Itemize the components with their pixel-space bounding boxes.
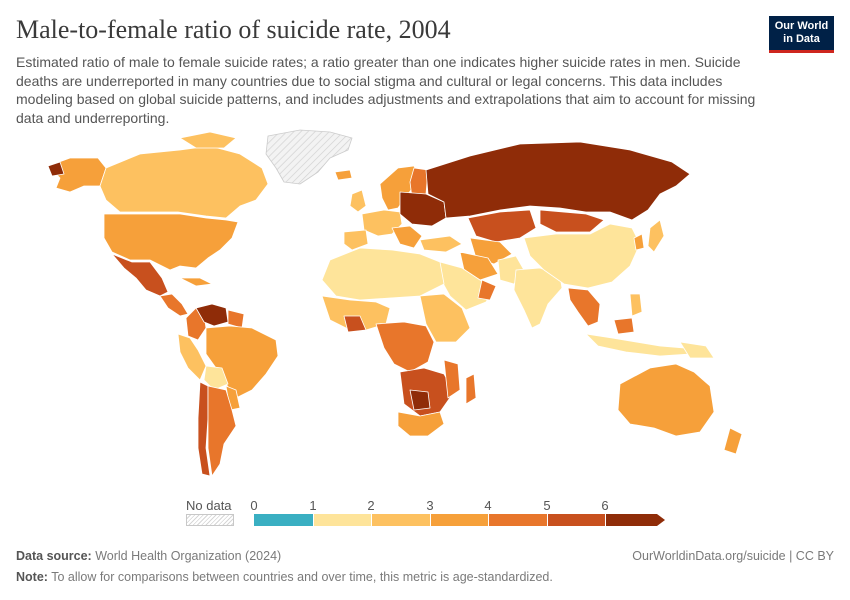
legend-separator (605, 514, 606, 526)
legend-tick-6: 6 (601, 498, 609, 513)
legend-tick-0: 0 (250, 498, 258, 513)
region-ivory-coast[interactable] (343, 315, 367, 333)
chart-title: Male-to-female ratio of suicide rate, 20… (16, 15, 451, 44)
region-usa[interactable] (103, 213, 239, 271)
legend-tick-4: 4 (484, 498, 492, 513)
region-eastern-europe[interactable] (399, 191, 447, 227)
region-central-america[interactable] (159, 293, 189, 317)
legend-separator (313, 514, 314, 526)
legend-separator (430, 514, 431, 526)
region-argentina[interactable] (207, 385, 237, 477)
note-text: To allow for comparisons between countri… (51, 570, 553, 584)
region-russia[interactable] (425, 141, 691, 221)
region-oman[interactable] (477, 279, 497, 301)
region-alaska-west[interactable] (47, 161, 65, 177)
legend-arrow-icon (657, 514, 665, 526)
source-url-link[interactable]: OurWorldinData.org/suicide | CC BY (632, 549, 834, 563)
region-alaska[interactable] (47, 157, 107, 193)
region-east-africa[interactable] (419, 293, 471, 343)
data-source: Data source: World Health Organization (… (16, 549, 281, 563)
region-philippines[interactable] (629, 293, 643, 317)
region-mozambique[interactable] (443, 359, 461, 399)
legend-tick-5: 5 (543, 498, 551, 513)
region-borneo[interactable] (613, 317, 635, 335)
region-china[interactable] (523, 223, 641, 289)
legend: No data 0 1 2 3 4 5 6 (0, 492, 850, 532)
region-botswana[interactable] (409, 389, 431, 411)
legend-no-data-swatch[interactable] (186, 514, 234, 526)
region-north-africa[interactable] (321, 247, 445, 301)
region-indonesia[interactable] (585, 333, 691, 357)
region-peru[interactable] (177, 333, 207, 381)
legend-tick-2: 2 (367, 498, 375, 513)
region-kazakhstan[interactable] (467, 209, 537, 243)
region-madagascar[interactable] (465, 373, 477, 405)
legend-tick-1: 1 (309, 498, 317, 513)
legend-bin-2-3[interactable] (371, 514, 430, 526)
region-korea[interactable] (633, 233, 645, 251)
region-central-africa[interactable] (375, 321, 435, 373)
region-new-zealand[interactable] (723, 427, 743, 455)
legend-bin-6-plus[interactable] (605, 514, 657, 526)
legend-tick-3: 3 (426, 498, 434, 513)
region-australia[interactable] (617, 363, 715, 437)
region-guianas[interactable] (227, 309, 245, 329)
region-caribbean[interactable] (179, 277, 213, 287)
region-canada-arctic[interactable] (179, 131, 237, 149)
chart-note: Note: To allow for comparisons between c… (16, 570, 553, 584)
region-mongolia[interactable] (539, 209, 605, 233)
chart-subtitle: Estimated ratio of male to female suicid… (16, 54, 756, 126)
region-uk[interactable] (349, 189, 367, 213)
region-iceland[interactable] (334, 169, 353, 181)
owid-logo[interactable]: Our World in Data (769, 16, 834, 53)
logo-line-2: in Data (783, 33, 820, 45)
region-balkans[interactable] (391, 225, 423, 249)
legend-separator (488, 514, 489, 526)
region-canada[interactable] (99, 145, 269, 219)
region-se-asia[interactable] (567, 287, 601, 327)
region-bolivia[interactable] (203, 365, 229, 391)
source-link[interactable]: World Health Organization (2024) (95, 549, 282, 563)
region-iberia[interactable] (343, 229, 369, 251)
legend-no-data-label: No data (186, 498, 232, 513)
region-greenland[interactable] (265, 129, 353, 185)
world-map[interactable] (0, 128, 850, 488)
legend-separator (371, 514, 372, 526)
source-label: Data source: (16, 549, 92, 563)
legend-bin-3-4[interactable] (430, 514, 488, 526)
region-turkey[interactable] (419, 235, 463, 253)
region-papua[interactable] (679, 341, 715, 359)
region-mexico[interactable] (111, 253, 169, 297)
logo-line-1: Our World (774, 20, 829, 32)
legend-bin-0-1[interactable] (254, 514, 313, 526)
legend-separator (547, 514, 548, 526)
legend-bin-1-2[interactable] (313, 514, 371, 526)
region-south-africa[interactable] (397, 411, 445, 437)
region-japan[interactable] (647, 219, 665, 253)
legend-bin-5-6[interactable] (547, 514, 605, 526)
note-label: Note: (16, 570, 48, 584)
legend-bin-4-5[interactable] (488, 514, 547, 526)
